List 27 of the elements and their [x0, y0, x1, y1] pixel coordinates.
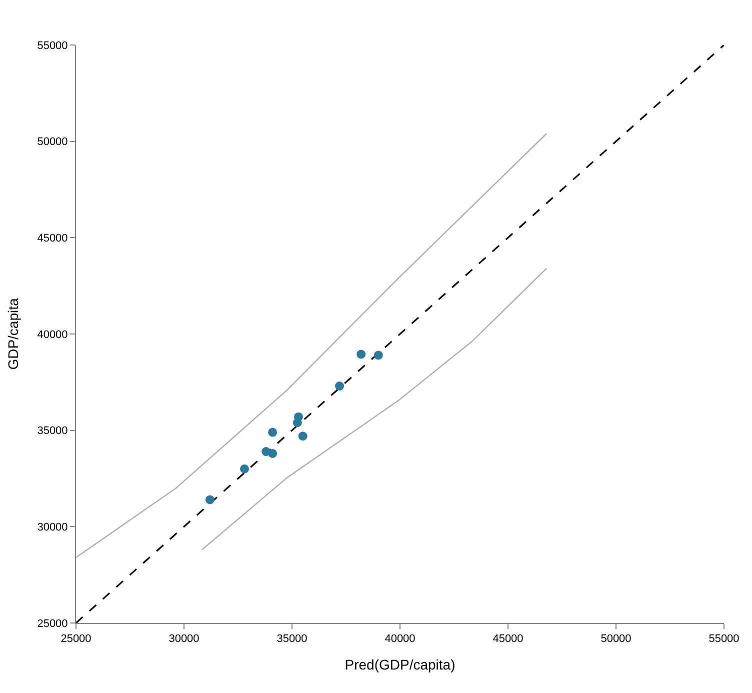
x-tick-label: 25000	[60, 633, 92, 646]
x-tick-label: 35000	[276, 633, 308, 646]
y-tick-label: 55000	[37, 40, 68, 52]
point	[298, 432, 308, 441]
point	[335, 382, 344, 391]
y-tick-label: 30000	[37, 522, 68, 534]
point	[374, 350, 383, 360]
point	[240, 464, 249, 474]
x-tick-label: 55000	[708, 633, 740, 646]
line-series	[76, 132, 548, 558]
point	[356, 350, 366, 359]
x-tick-label: 40000	[384, 633, 416, 646]
y-tick-label: 50000	[37, 136, 68, 148]
x-tick-label: 45000	[492, 633, 524, 646]
x-axis-title: Pred(GDP/capita)	[344, 656, 456, 672]
x-tick-label: 50000	[600, 633, 632, 646]
x-tick-label: 30000	[168, 633, 200, 646]
y-axis-title: GDP/capita	[4, 298, 21, 370]
point	[205, 495, 214, 504]
y-tick-label: 35000	[37, 425, 68, 438]
point	[268, 428, 278, 437]
y-tick-label: 40000	[37, 328, 68, 341]
line-series	[201, 268, 548, 550]
point	[292, 418, 302, 428]
point	[268, 448, 278, 458]
y-tick-label: 45000	[37, 232, 68, 245]
y-tick-label: 25000	[37, 618, 68, 630]
